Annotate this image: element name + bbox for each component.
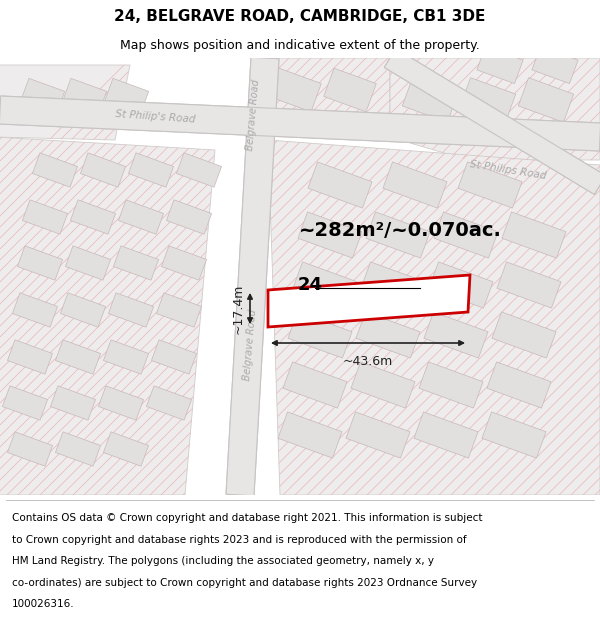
- Polygon shape: [118, 200, 164, 234]
- Polygon shape: [460, 78, 515, 122]
- Polygon shape: [293, 262, 357, 308]
- Polygon shape: [103, 432, 149, 466]
- Polygon shape: [70, 200, 116, 234]
- Text: 24, BELGRAVE ROAD, CAMBRIDGE, CB1 3DE: 24, BELGRAVE ROAD, CAMBRIDGE, CB1 3DE: [115, 9, 485, 24]
- Polygon shape: [50, 386, 95, 420]
- Polygon shape: [80, 153, 125, 187]
- Polygon shape: [176, 153, 221, 187]
- Polygon shape: [324, 68, 376, 112]
- Text: St Philips Road: St Philips Road: [469, 159, 547, 181]
- Polygon shape: [434, 212, 498, 258]
- Polygon shape: [361, 262, 425, 308]
- Text: HM Land Registry. The polygons (including the associated geometry, namely x, y: HM Land Registry. The polygons (includin…: [12, 556, 434, 566]
- Polygon shape: [0, 65, 130, 140]
- Polygon shape: [61, 78, 107, 118]
- Polygon shape: [128, 153, 173, 187]
- Polygon shape: [366, 212, 430, 258]
- Polygon shape: [487, 362, 551, 408]
- Polygon shape: [55, 432, 101, 466]
- Text: Belgrave Road: Belgrave Road: [242, 309, 258, 381]
- Text: Belgrave Road: Belgrave Road: [245, 79, 261, 151]
- Polygon shape: [390, 58, 600, 160]
- Polygon shape: [265, 58, 390, 125]
- Polygon shape: [429, 262, 493, 308]
- Polygon shape: [346, 412, 410, 458]
- Text: to Crown copyright and database rights 2023 and is reproduced with the permissio: to Crown copyright and database rights 2…: [12, 534, 467, 544]
- Polygon shape: [385, 49, 600, 194]
- Polygon shape: [0, 137, 215, 495]
- Text: 24: 24: [298, 276, 323, 294]
- Polygon shape: [268, 275, 470, 327]
- Polygon shape: [298, 212, 362, 258]
- Polygon shape: [288, 312, 352, 358]
- Polygon shape: [351, 362, 415, 408]
- Polygon shape: [151, 340, 197, 374]
- Polygon shape: [61, 293, 106, 327]
- Polygon shape: [385, 49, 600, 194]
- Polygon shape: [7, 340, 53, 374]
- Polygon shape: [458, 162, 522, 208]
- Text: Contains OS data © Crown copyright and database right 2021. This information is : Contains OS data © Crown copyright and d…: [12, 513, 482, 523]
- Text: ~17.4m: ~17.4m: [232, 283, 245, 334]
- Polygon shape: [17, 246, 62, 280]
- Text: co-ordinates) are subject to Crown copyright and database rights 2023 Ordnance S: co-ordinates) are subject to Crown copyr…: [12, 578, 477, 587]
- Polygon shape: [157, 293, 202, 327]
- Polygon shape: [477, 46, 523, 84]
- Polygon shape: [268, 140, 600, 495]
- Text: 100026316.: 100026316.: [12, 599, 74, 609]
- Polygon shape: [32, 153, 77, 187]
- Text: St Philip's Road: St Philip's Road: [115, 109, 196, 125]
- Polygon shape: [166, 200, 212, 234]
- Polygon shape: [55, 340, 101, 374]
- Polygon shape: [226, 58, 279, 496]
- Polygon shape: [492, 312, 556, 358]
- Polygon shape: [356, 312, 420, 358]
- Polygon shape: [13, 293, 58, 327]
- Polygon shape: [502, 212, 566, 258]
- Polygon shape: [518, 78, 574, 122]
- Polygon shape: [19, 78, 65, 118]
- Text: ~282m²/~0.070ac.: ~282m²/~0.070ac.: [299, 221, 502, 239]
- Polygon shape: [226, 58, 279, 496]
- Polygon shape: [269, 68, 321, 112]
- Polygon shape: [2, 386, 47, 420]
- Polygon shape: [113, 246, 158, 280]
- Polygon shape: [0, 96, 600, 151]
- Polygon shape: [383, 162, 447, 208]
- Polygon shape: [0, 96, 600, 151]
- Polygon shape: [424, 312, 488, 358]
- Text: ~43.6m: ~43.6m: [343, 355, 393, 368]
- Polygon shape: [414, 412, 478, 458]
- Polygon shape: [403, 78, 458, 122]
- Polygon shape: [278, 412, 342, 458]
- Polygon shape: [532, 46, 578, 84]
- Polygon shape: [7, 432, 53, 466]
- Polygon shape: [103, 78, 149, 118]
- Polygon shape: [283, 362, 347, 408]
- Polygon shape: [419, 362, 483, 408]
- Polygon shape: [146, 386, 191, 420]
- Polygon shape: [22, 200, 68, 234]
- Polygon shape: [103, 340, 149, 374]
- Text: Map shows position and indicative extent of the property.: Map shows position and indicative extent…: [120, 39, 480, 52]
- Polygon shape: [497, 262, 561, 308]
- Polygon shape: [65, 246, 110, 280]
- Polygon shape: [109, 293, 154, 327]
- Polygon shape: [161, 246, 206, 280]
- Polygon shape: [98, 386, 143, 420]
- Polygon shape: [308, 162, 372, 208]
- Polygon shape: [482, 412, 546, 458]
